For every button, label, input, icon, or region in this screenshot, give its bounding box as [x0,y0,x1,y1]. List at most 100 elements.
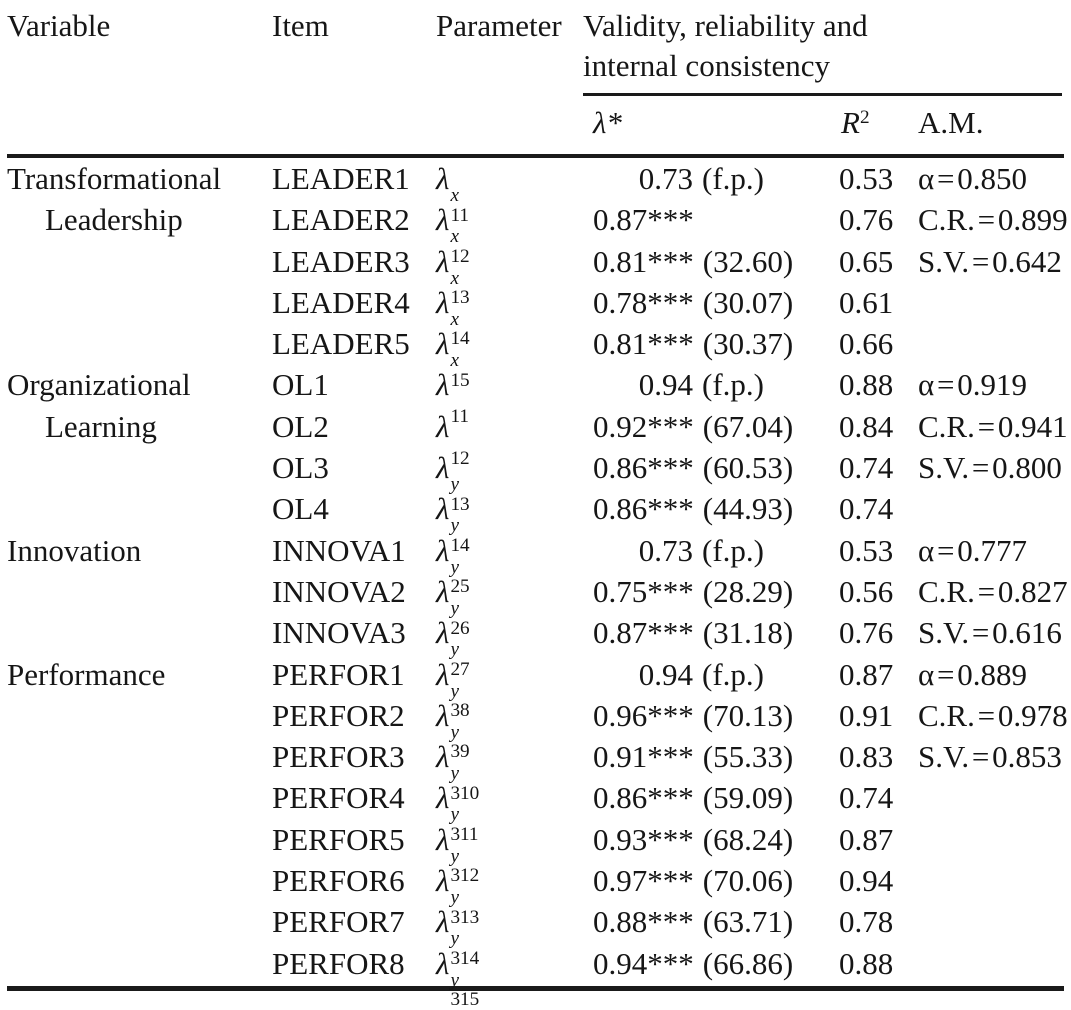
parameter-subscript: 12 [450,447,470,469]
parameter-superscript: y [450,804,459,826]
parameter-subscript: 13 [450,493,470,515]
table-row: PERFOR6 λ y 313 0.97*** (70.06) 0.94 [7,860,1064,927]
lambda-value: 0.73 [638,532,693,568]
lambda-cell: 0.92*** (67.04) [583,406,837,469]
t-value: (f.p.) [702,161,764,196]
table-bottom-rule [7,985,1064,991]
t-value: (70.06) [702,863,794,899]
r2-cell: 0.56 [839,573,894,609]
parameter-subscript: 315 [450,989,480,1010]
lambda-symbol: λ [436,780,450,816]
t-value: (66.86) [702,945,794,981]
parameter-cell: λ y 13 [436,447,583,514]
lambda-symbol: λ [436,532,450,568]
lambda-value: 0.73 [638,161,693,196]
parameter-script-stack: y 39 [450,723,469,762]
r2-cell: 0.78 [839,904,894,940]
lambda-value: 0.78*** [593,284,694,320]
r2-cell: 0.83 [839,739,894,775]
lambda-value: 0.97*** [593,863,694,899]
lambda-symbol: λ [436,739,450,775]
lambda-value: 0.87*** [593,615,694,651]
lambda-value: 0.75*** [593,573,694,609]
lambda-symbol: λ [436,491,450,527]
am-cell: α = 0.850 [918,161,1027,196]
parameter-subscript: 39 [450,741,470,763]
parameter-subscript: 310 [450,782,480,804]
parameter-superscript: y [450,597,459,619]
r2-cell: 0.74 [839,450,894,486]
parameter-cell: λ x 15 [436,323,583,390]
parameter-superscript: x [450,226,459,248]
variable-cell: Learning [45,408,157,444]
t-value: (30.07) [702,284,794,320]
parameter-script-stack: y 314 [450,929,479,968]
lambda-cell: 0.96*** (70.13) [583,695,837,762]
item-cell: PERFOR4 [272,780,405,816]
lambda-symbol: λ [436,697,450,733]
lambda-symbol: λ [436,821,450,857]
t-value: (67.04) [702,408,794,444]
r2-cell: 0.91 [839,697,894,733]
parameter-cell: λ y 313 [436,860,583,927]
t-value: (f.p.) [702,656,764,692]
variable-cell: Organizational [7,367,191,403]
lambda-value: 0.86*** [593,780,694,816]
parameter-superscript: y [450,721,459,743]
parameter-cell: λ x 11 [436,158,583,225]
table-row: LEADER5 λ x 15 0.81*** (30.37) 0.66 [7,323,1064,390]
parameter-script-stack: y 26 [450,599,469,638]
table-row: OL3 λ y 13 0.86*** (60.53) 0.74 S.V. = 0.80… [7,447,1064,514]
lambda-cell: 0.97*** (70.06) [583,860,837,927]
parameter-cell: λ y 14 [436,488,583,555]
t-value: (60.53) [702,450,794,486]
t-value: (32.60) [702,243,794,279]
lambda-cell: 0.86*** (60.53) [583,447,837,514]
parameter-cell: λ x 14 [436,282,583,349]
am-cell: S.V. = 0.800 [918,450,1062,486]
item-cell: PERFOR2 [272,697,405,733]
table-row: PERFOR2 λ y 39 0.96*** (70.13) 0.91 C.R. = … [7,695,1068,762]
table-row: LEADER3 λ x 13 0.81*** (32.60) 0.65 S.V. = … [7,241,1064,308]
item-cell: PERFOR8 [272,945,405,981]
table-body: Transformational LEADER1 λ x 11 0.73 (f.p.)… [7,158,1068,1009]
span-header-validity: Validity, reliability and internal consi… [583,6,1071,154]
parameter-superscript: x [450,267,459,289]
lambda-cell: 0.78*** (30.07) [583,282,837,349]
lambda-cell: 0.87*** [583,199,837,266]
lambda-symbol: λ [436,573,450,609]
parameter-script-stack: x 13 [450,267,469,308]
am-cell: S.V. = 0.642 [918,243,1062,279]
table-row: Leadership LEADER2 λ x 12 0.87*** 0.76 C.R… [7,199,1068,266]
lambda-cell: 0.93*** (68.24) [583,819,837,886]
am-cell: C.R. = 0.978 [918,697,1068,733]
item-cell: INNOVA1 [272,532,406,568]
r2-cell: 0.87 [839,656,894,692]
parameter-script-stack: y 313 [450,888,479,927]
item-cell: PERFOR3 [272,739,405,775]
t-value: (30.37) [702,326,794,362]
item-cell: INNOVA3 [272,615,406,651]
parameter-script-stack: y 27 [450,640,469,679]
item-cell: INNOVA2 [272,573,406,609]
r2-cell: 0.87 [839,821,894,857]
subcolumn-header-am: A.M. [918,105,984,140]
lambda-value: 0.96*** [593,697,694,733]
table-row: PERFOR7 λ y 314 0.88*** (63.71) 0.78 [7,901,1064,968]
parameter-cell: λ x 12 [436,199,583,266]
lambda-cell: 0.81*** (32.60) [583,241,837,308]
parameter-subscript: 25 [450,576,470,598]
lambda-cell: 0.73 (f.p.) [583,158,837,225]
lambda-value: 0.86*** [593,491,694,527]
t-value: (55.33) [702,739,794,775]
parameter-cell: λ y 26 [436,571,583,638]
lambda-value: 0.91*** [593,739,694,775]
item-cell: LEADER5 [272,326,410,362]
lambda-value: 0.87*** [593,202,694,238]
parameter-superscript: y [450,556,459,578]
parameter-script-stack: y 311 [450,805,478,844]
r2-base: R [841,105,860,140]
am-cell: α = 0.919 [918,367,1027,403]
lambda-value: 0.92*** [593,408,694,444]
parameter-script-stack: y 13 [450,475,469,514]
